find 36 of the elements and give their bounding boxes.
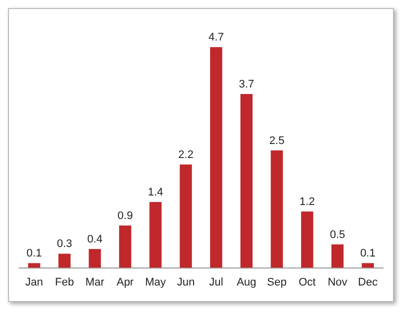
x-tick-label: Jul xyxy=(209,276,224,288)
data-label: 0.1 xyxy=(26,248,42,260)
x-tick-label: Feb xyxy=(55,276,74,288)
bar xyxy=(180,164,192,268)
x-tick-label: Aug xyxy=(236,276,256,288)
x-tick-label: Nov xyxy=(328,276,348,288)
data-label: 0.3 xyxy=(56,238,72,250)
data-label: 1.2 xyxy=(300,196,315,208)
bar xyxy=(331,244,344,268)
bar xyxy=(240,94,253,268)
bar xyxy=(149,202,162,268)
bar xyxy=(210,47,222,268)
data-label: 0.4 xyxy=(87,234,102,246)
data-label: 0.9 xyxy=(118,210,133,222)
x-tick-label: Mar xyxy=(85,276,105,288)
bar xyxy=(362,263,374,268)
x-tick-label: Jun xyxy=(176,276,195,288)
bar xyxy=(88,249,101,268)
data-label: 3.7 xyxy=(238,78,254,91)
bar xyxy=(28,263,40,268)
data-label: 1.4 xyxy=(148,186,164,199)
x-tick-label: Oct xyxy=(298,276,316,288)
data-label: 2.5 xyxy=(269,134,284,147)
bar xyxy=(119,226,132,268)
data-label: 0.1 xyxy=(360,248,376,260)
x-tick-label: May xyxy=(145,276,166,288)
x-tick-label: Jan xyxy=(25,276,44,288)
x-tick-label: Apr xyxy=(116,276,134,288)
bar xyxy=(58,254,71,268)
x-tick-label: Sep xyxy=(267,276,287,288)
data-label: 4.7 xyxy=(208,32,224,44)
bar xyxy=(301,211,314,268)
data-label: 2.2 xyxy=(178,149,194,162)
bar xyxy=(270,150,283,268)
x-tick-label: Dec xyxy=(358,276,378,288)
data-label: 0.5 xyxy=(330,228,346,241)
